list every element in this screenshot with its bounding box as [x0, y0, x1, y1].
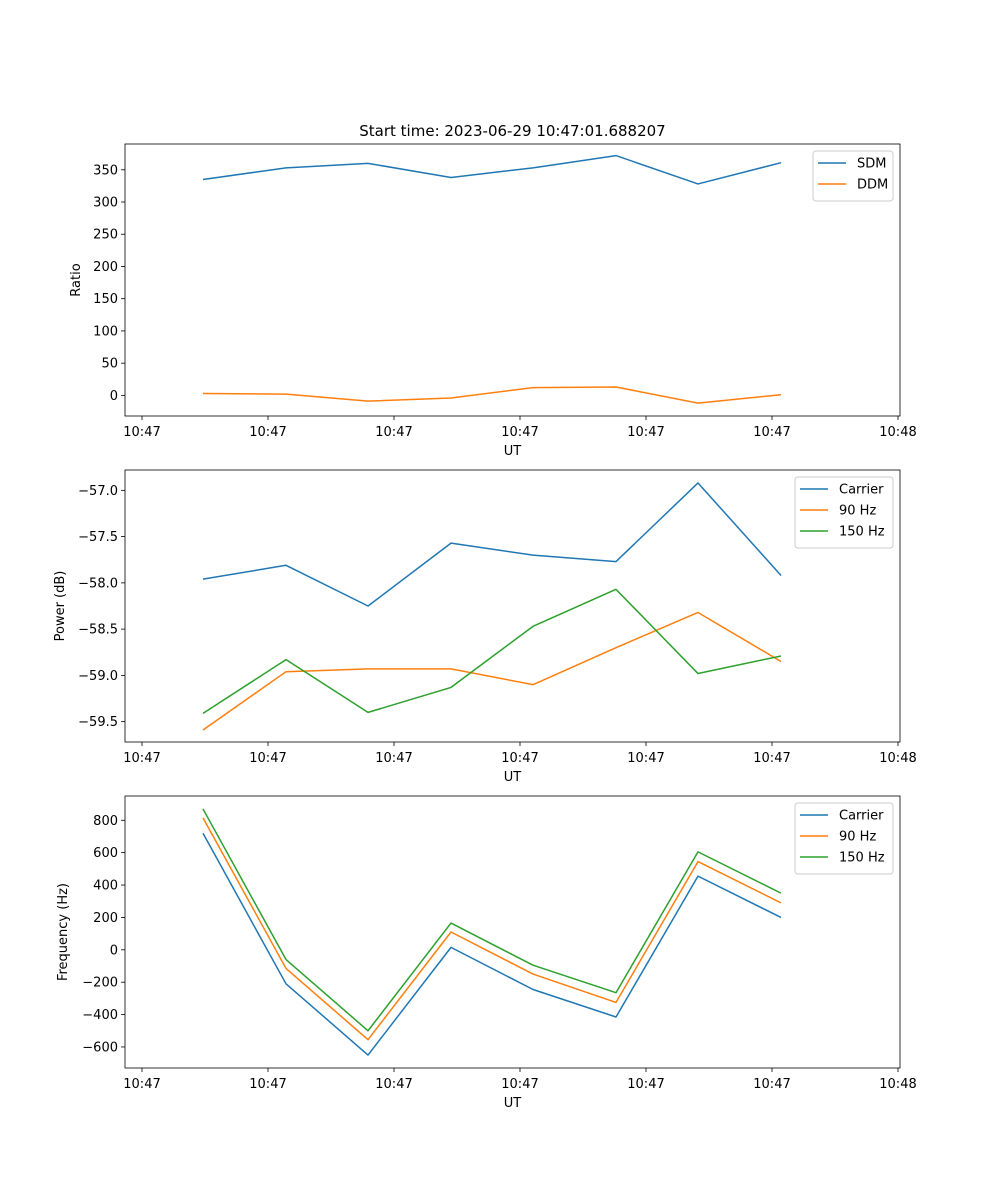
- x-tick-label: 10:47: [501, 425, 538, 440]
- legend: SDM DDM: [812, 150, 894, 202]
- x-tick-label: 10:47: [249, 425, 286, 440]
- y-tick-label: −59.0: [78, 669, 118, 684]
- y-tick-label: 0: [110, 389, 118, 404]
- y-tick-label: −57.5: [78, 530, 118, 545]
- x-tick-label: 10:47: [753, 1077, 790, 1092]
- x-tick-label: 10:47: [501, 1077, 538, 1092]
- x-tick-label: 10:47: [627, 751, 664, 766]
- legend: Carrier 90 Hz 150 Hz: [794, 476, 894, 549]
- legend-label: Carrier: [839, 809, 884, 824]
- legend-label: 150 Hz: [839, 851, 885, 866]
- series-line-sdm: [202, 154, 782, 185]
- legend-label: 150 Hz: [839, 525, 885, 540]
- y-tick-label: 0: [110, 943, 118, 958]
- y-tick-label: 150: [93, 292, 118, 307]
- y-tick-label: 300: [93, 196, 118, 211]
- series-line-carrier: [202, 482, 782, 607]
- x-tick-label: 10:47: [123, 751, 160, 766]
- series-line-90-hz: [202, 611, 782, 731]
- y-tick-label: 350: [93, 163, 118, 178]
- plot-area-frame: [124, 143, 901, 417]
- y-tick-label: −57.0: [78, 484, 118, 499]
- y-tick-label: 400: [93, 879, 118, 894]
- y-tick-label: −58.0: [78, 576, 118, 591]
- x-tick-label: 10:47: [627, 1077, 664, 1092]
- y-tick-label: 50: [101, 357, 118, 372]
- x-axis-label: UT: [504, 1096, 522, 1111]
- plot-area-frame: [124, 469, 901, 743]
- x-tick-label: 10:47: [375, 425, 412, 440]
- x-tick-label: 10:47: [627, 425, 664, 440]
- y-tick-label: 200: [93, 911, 118, 926]
- series-line-90-hz: [202, 817, 782, 1041]
- x-tick-label: 10:48: [879, 1077, 916, 1092]
- panel-2: 10:47 10:47 10:47 10:47 10:47 10:47 10:48 −59.5…: [53, 469, 917, 785]
- panel-3: 10:47 10:47 10:47 10:47 10:47 10:47 10:48 −600 −…: [56, 795, 917, 1111]
- x-tick-label: 10:47: [501, 751, 538, 766]
- y-tick-label: 250: [93, 228, 118, 243]
- x-tick-label: 10:47: [249, 1077, 286, 1092]
- y-axis-label: Ratio: [69, 263, 84, 296]
- y-tick-label: −400: [82, 1008, 118, 1023]
- y-tick-label: 100: [93, 324, 118, 339]
- y-tick-label: −58.5: [78, 623, 118, 638]
- x-tick-label: 10:48: [879, 425, 916, 440]
- y-tick-label: 200: [93, 260, 118, 275]
- series-line-150-hz: [202, 588, 782, 714]
- x-tick-label: 10:47: [375, 1077, 412, 1092]
- legend-label: Carrier: [839, 483, 884, 498]
- y-axis-label: Power (dB): [53, 571, 68, 642]
- x-axis-label: UT: [504, 770, 522, 785]
- legend-label: SDM: [857, 157, 886, 172]
- series-line-carrier: [202, 832, 782, 1056]
- figure-title: Start time: 2023-06-29 10:47:01.688207: [359, 122, 665, 140]
- y-tick-label: 800: [93, 814, 118, 829]
- x-tick-label: 10:48: [879, 751, 916, 766]
- x-tick-label: 10:47: [375, 751, 412, 766]
- x-tick-label: 10:47: [753, 425, 790, 440]
- legend-label: 90 Hz: [839, 830, 876, 845]
- panel-1: 10:47 10:47 10:47 10:47 10:47 10:47 10:48 0 50 10…: [69, 143, 917, 459]
- y-tick-label: −600: [82, 1040, 118, 1055]
- y-tick-label: −200: [82, 976, 118, 991]
- x-tick-label: 10:47: [123, 1077, 160, 1092]
- plots: 10:47 10:47 10:47 10:47 10:47 10:47 10:48 0 50 10…: [53, 143, 917, 1111]
- x-axis-label: UT: [504, 444, 522, 459]
- y-tick-label: −59.5: [78, 715, 118, 730]
- x-tick-label: 10:47: [249, 751, 286, 766]
- x-tick-label: 10:47: [753, 751, 790, 766]
- legend: Carrier 90 Hz 150 Hz: [794, 802, 894, 875]
- series-line-150-hz: [202, 808, 782, 1032]
- plot-area-frame: [124, 795, 901, 1069]
- y-tick-label: 600: [93, 846, 118, 861]
- legend-label: 90 Hz: [839, 504, 876, 519]
- legend-label: DDM: [857, 178, 888, 193]
- y-axis-label: Frequency (Hz): [56, 883, 71, 981]
- series-line-ddm: [202, 386, 782, 404]
- x-tick-label: 10:47: [123, 425, 160, 440]
